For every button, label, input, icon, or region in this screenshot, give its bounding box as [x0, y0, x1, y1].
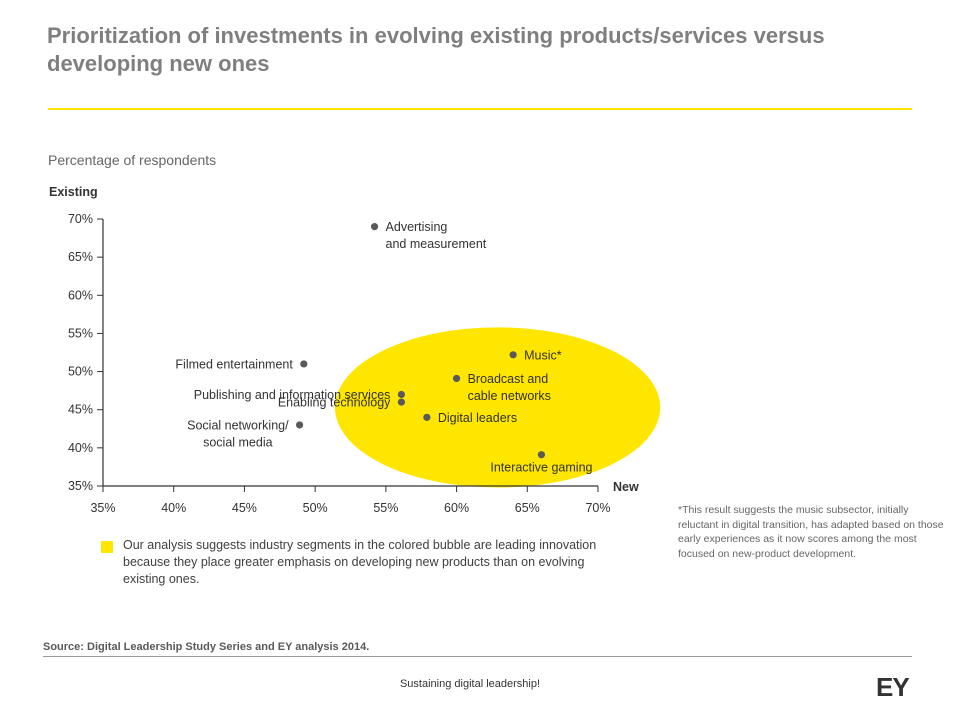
y-axis-label: Existing	[49, 185, 98, 199]
data-point-label: Publishing and information services	[194, 388, 391, 402]
data-point	[397, 390, 406, 399]
x-tick-label: 60%	[444, 501, 469, 515]
y-tick-label: 40%	[68, 441, 93, 455]
x-tick-label: 35%	[90, 501, 115, 515]
data-point	[397, 398, 406, 406]
data-point	[300, 360, 308, 368]
chart-subtitle: Percentage of respondents	[48, 152, 217, 168]
data-point-label: cable networks	[468, 389, 551, 403]
ey-logo: EY	[876, 672, 910, 702]
x-tick-label: 50%	[303, 501, 328, 515]
y-tick-label: 35%	[68, 479, 93, 493]
music-footnote: *This result suggests the music subsecto…	[678, 504, 944, 560]
y-tick-label: 55%	[68, 326, 93, 340]
x-tick-label: 65%	[515, 501, 540, 515]
x-tick-label: 40%	[161, 501, 186, 515]
source-divider	[43, 656, 912, 657]
legend-swatch	[101, 541, 113, 553]
x-tick-label: 45%	[232, 501, 257, 515]
data-point	[295, 421, 304, 429]
y-tick-label: 45%	[68, 403, 93, 417]
data-point-label: Digital leaders	[438, 411, 517, 425]
page-title: Prioritization of investments in evolvin…	[47, 23, 825, 76]
legend-text: Our analysis suggests industry segments …	[123, 538, 597, 586]
data-point	[537, 451, 546, 459]
data-point	[452, 374, 461, 383]
data-point-label: Filmed entertainment	[175, 357, 293, 371]
y-tick-label: 50%	[68, 365, 93, 379]
data-point-label: Enabling technology	[278, 396, 391, 410]
footer-text: Sustaining digital leadership!	[399, 678, 541, 690]
innovation-bubble	[334, 327, 661, 488]
source-note: Source: Digital Leadership Study Series …	[43, 641, 370, 653]
x-axis-label: New	[613, 480, 639, 494]
x-tick-label: 55%	[373, 501, 398, 515]
data-point-label: Music*	[524, 348, 562, 362]
y-tick-label: 65%	[68, 250, 93, 264]
data-point	[423, 413, 431, 421]
data-point-label: Broadcast and	[468, 372, 549, 386]
data-point-label: and measurement	[386, 237, 487, 251]
data-point-label: Interactive gaming	[490, 461, 592, 475]
x-tick-label: 70%	[585, 501, 610, 515]
y-tick-label: 70%	[68, 212, 93, 226]
data-point	[370, 223, 379, 231]
title-divider	[48, 108, 912, 110]
data-point-label: Social networking/	[187, 418, 289, 432]
y-tick-label: 60%	[68, 288, 93, 302]
data-point-label: social media	[203, 435, 273, 449]
data-point-label: Advertising	[386, 220, 448, 234]
data-point	[509, 351, 517, 359]
